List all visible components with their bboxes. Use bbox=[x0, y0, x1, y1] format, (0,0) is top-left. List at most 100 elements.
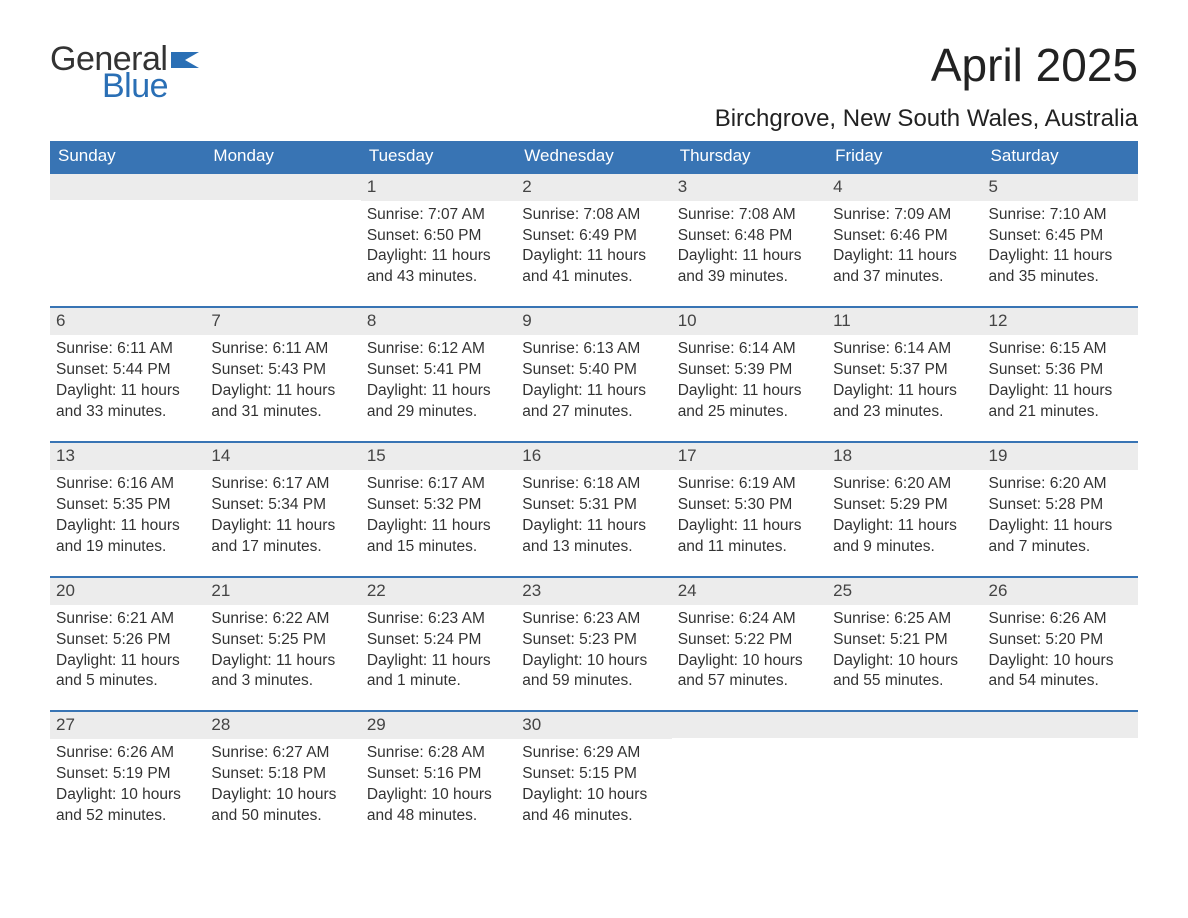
day-sunset: Sunset: 5:22 PM bbox=[678, 630, 821, 651]
day-body: Sunrise: 6:20 AMSunset: 5:29 PMDaylight:… bbox=[827, 470, 982, 576]
calendar-day-cell: 7Sunrise: 6:11 AMSunset: 5:43 PMDaylight… bbox=[205, 308, 360, 441]
day-daylight2: and 7 minutes. bbox=[989, 537, 1132, 558]
calendar-day-cell bbox=[827, 712, 982, 845]
day-sunrise: Sunrise: 6:27 AM bbox=[211, 743, 354, 764]
day-daylight1: Daylight: 11 hours bbox=[56, 651, 199, 672]
calendar-day-cell: 8Sunrise: 6:12 AMSunset: 5:41 PMDaylight… bbox=[361, 308, 516, 441]
calendar-day-cell: 21Sunrise: 6:22 AMSunset: 5:25 PMDayligh… bbox=[205, 578, 360, 711]
day-daylight1: Daylight: 11 hours bbox=[522, 246, 665, 267]
day-daylight1: Daylight: 11 hours bbox=[211, 516, 354, 537]
calendar-day-cell: 30Sunrise: 6:29 AMSunset: 5:15 PMDayligh… bbox=[516, 712, 671, 845]
day-number: 23 bbox=[516, 578, 671, 605]
calendar-day-cell: 20Sunrise: 6:21 AMSunset: 5:26 PMDayligh… bbox=[50, 578, 205, 711]
day-daylight2: and 54 minutes. bbox=[989, 671, 1132, 692]
day-sunset: Sunset: 5:18 PM bbox=[211, 764, 354, 785]
brand-word-blue: Blue bbox=[102, 67, 168, 106]
day-number: 14 bbox=[205, 443, 360, 470]
day-daylight2: and 1 minute. bbox=[367, 671, 510, 692]
calendar-day-cell bbox=[205, 174, 360, 307]
day-number: 18 bbox=[827, 443, 982, 470]
calendar-day-cell: 29 Sunrise: 6:28 AMSunset: 5:16 PMDayligh… bbox=[361, 712, 516, 845]
day-number: 22 bbox=[361, 578, 516, 605]
title-block: April 2025 Birchgrove, New South Wales, … bbox=[715, 40, 1138, 133]
calendar-day-cell: 11Sunrise: 6:14 AMSunset: 5:37 PMDayligh… bbox=[827, 308, 982, 441]
day-daylight2: and 48 minutes. bbox=[367, 806, 510, 827]
day-sunrise: Sunrise: 6:22 AM bbox=[211, 609, 354, 630]
day-sunset: Sunset: 5:16 PM bbox=[367, 764, 510, 785]
day-daylight1: Daylight: 11 hours bbox=[678, 246, 821, 267]
day-sunrise: Sunrise: 7:09 AM bbox=[833, 205, 976, 226]
day-number: 9 bbox=[516, 308, 671, 335]
day-daylight1: Daylight: 11 hours bbox=[211, 381, 354, 402]
day-sunrise: Sunrise: 6:15 AM bbox=[989, 339, 1132, 360]
day-body: Sunrise: 6:20 AMSunset: 5:28 PMDaylight:… bbox=[983, 470, 1138, 576]
day-sunset: Sunset: 5:44 PM bbox=[56, 360, 199, 381]
weekday-header: Thursday bbox=[672, 141, 827, 172]
day-daylight1: Daylight: 11 hours bbox=[367, 246, 510, 267]
day-sunrise: Sunrise: 6:20 AM bbox=[833, 474, 976, 495]
day-daylight1: Daylight: 11 hours bbox=[989, 516, 1132, 537]
day-body: Sunrise: 6:11 AMSunset: 5:43 PMDaylight:… bbox=[205, 335, 360, 441]
day-daylight2: and 27 minutes. bbox=[522, 402, 665, 423]
day-daylight1: Daylight: 11 hours bbox=[678, 516, 821, 537]
day-daylight1: Daylight: 10 hours bbox=[678, 651, 821, 672]
day-daylight1: Daylight: 11 hours bbox=[989, 246, 1132, 267]
day-body bbox=[672, 738, 827, 838]
day-body: Sunrise: 6:11 AMSunset: 5:44 PMDaylight:… bbox=[50, 335, 205, 441]
day-number: 29 bbox=[361, 712, 516, 739]
day-number: 15 bbox=[361, 443, 516, 470]
day-body: Sunrise: 6:27 AMSunset: 5:18 PMDaylight:… bbox=[205, 739, 360, 845]
calendar-day-cell: 12Sunrise: 6:15 AMSunset: 5:36 PMDayligh… bbox=[983, 308, 1138, 441]
day-daylight1: Daylight: 10 hours bbox=[367, 785, 510, 806]
calendar-day-cell: 6Sunrise: 6:11 AMSunset: 5:44 PMDaylight… bbox=[50, 308, 205, 441]
calendar-day-cell: 14Sunrise: 6:17 AMSunset: 5:34 PMDayligh… bbox=[205, 443, 360, 576]
day-sunrise: Sunrise: 6:28 AM bbox=[367, 743, 510, 764]
calendar-grid: Sunday Monday Tuesday Wednesday Thursday… bbox=[50, 141, 1138, 845]
day-daylight2: and 41 minutes. bbox=[522, 267, 665, 288]
day-sunrise: Sunrise: 6:16 AM bbox=[56, 474, 199, 495]
day-daylight1: Daylight: 11 hours bbox=[678, 381, 821, 402]
day-sunset: Sunset: 5:21 PM bbox=[833, 630, 976, 651]
calendar-day-cell: 9Sunrise: 6:13 AMSunset: 5:40 PMDaylight… bbox=[516, 308, 671, 441]
calendar-day-cell: 16Sunrise: 6:18 AMSunset: 5:31 PMDayligh… bbox=[516, 443, 671, 576]
day-daylight2: and 9 minutes. bbox=[833, 537, 976, 558]
day-body bbox=[827, 738, 982, 838]
calendar-day-cell: 19Sunrise: 6:20 AMSunset: 5:28 PMDayligh… bbox=[983, 443, 1138, 576]
day-number: 26 bbox=[983, 578, 1138, 605]
day-daylight1: Daylight: 10 hours bbox=[833, 651, 976, 672]
day-sunrise: Sunrise: 6:14 AM bbox=[678, 339, 821, 360]
day-sunset: Sunset: 5:20 PM bbox=[989, 630, 1132, 651]
day-sunset: Sunset: 5:31 PM bbox=[522, 495, 665, 516]
weekday-header: Monday bbox=[205, 141, 360, 172]
calendar-day-cell: 5Sunrise: 7:10 AMSunset: 6:45 PMDaylight… bbox=[983, 174, 1138, 307]
day-sunrise: Sunrise: 6:26 AM bbox=[56, 743, 199, 764]
calendar-week-row: 20Sunrise: 6:21 AMSunset: 5:26 PMDayligh… bbox=[50, 576, 1138, 711]
day-body: Sunrise: 7:08 AMSunset: 6:48 PMDaylight:… bbox=[672, 201, 827, 307]
day-daylight2: and 43 minutes. bbox=[367, 267, 510, 288]
day-body bbox=[205, 200, 360, 300]
day-daylight1: Daylight: 11 hours bbox=[367, 651, 510, 672]
day-number: 19 bbox=[983, 443, 1138, 470]
day-daylight1: Daylight: 11 hours bbox=[56, 516, 199, 537]
calendar-day-cell: 18Sunrise: 6:20 AMSunset: 5:29 PMDayligh… bbox=[827, 443, 982, 576]
calendar-day-cell: 2Sunrise: 7:08 AMSunset: 6:49 PMDaylight… bbox=[516, 174, 671, 307]
day-daylight2: and 29 minutes. bbox=[367, 402, 510, 423]
day-sunrise: Sunrise: 6:29 AM bbox=[522, 743, 665, 764]
day-sunrise: Sunrise: 7:08 AM bbox=[678, 205, 821, 226]
day-sunset: Sunset: 5:41 PM bbox=[367, 360, 510, 381]
day-number: 17 bbox=[672, 443, 827, 470]
day-number: 5 bbox=[983, 174, 1138, 201]
day-daylight2: and 33 minutes. bbox=[56, 402, 199, 423]
day-number bbox=[827, 712, 982, 738]
day-sunrise: Sunrise: 6:23 AM bbox=[367, 609, 510, 630]
weekday-header: Tuesday bbox=[361, 141, 516, 172]
day-number: 2 bbox=[516, 174, 671, 201]
day-daylight1: Daylight: 10 hours bbox=[522, 785, 665, 806]
day-sunset: Sunset: 5:43 PM bbox=[211, 360, 354, 381]
day-number: 4 bbox=[827, 174, 982, 201]
day-sunrise: Sunrise: 6:14 AM bbox=[833, 339, 976, 360]
day-number: 27 bbox=[50, 712, 205, 739]
day-sunset: Sunset: 5:15 PM bbox=[522, 764, 665, 785]
day-body: Sunrise: 7:10 AMSunset: 6:45 PMDaylight:… bbox=[983, 201, 1138, 307]
day-daylight1: Daylight: 11 hours bbox=[989, 381, 1132, 402]
